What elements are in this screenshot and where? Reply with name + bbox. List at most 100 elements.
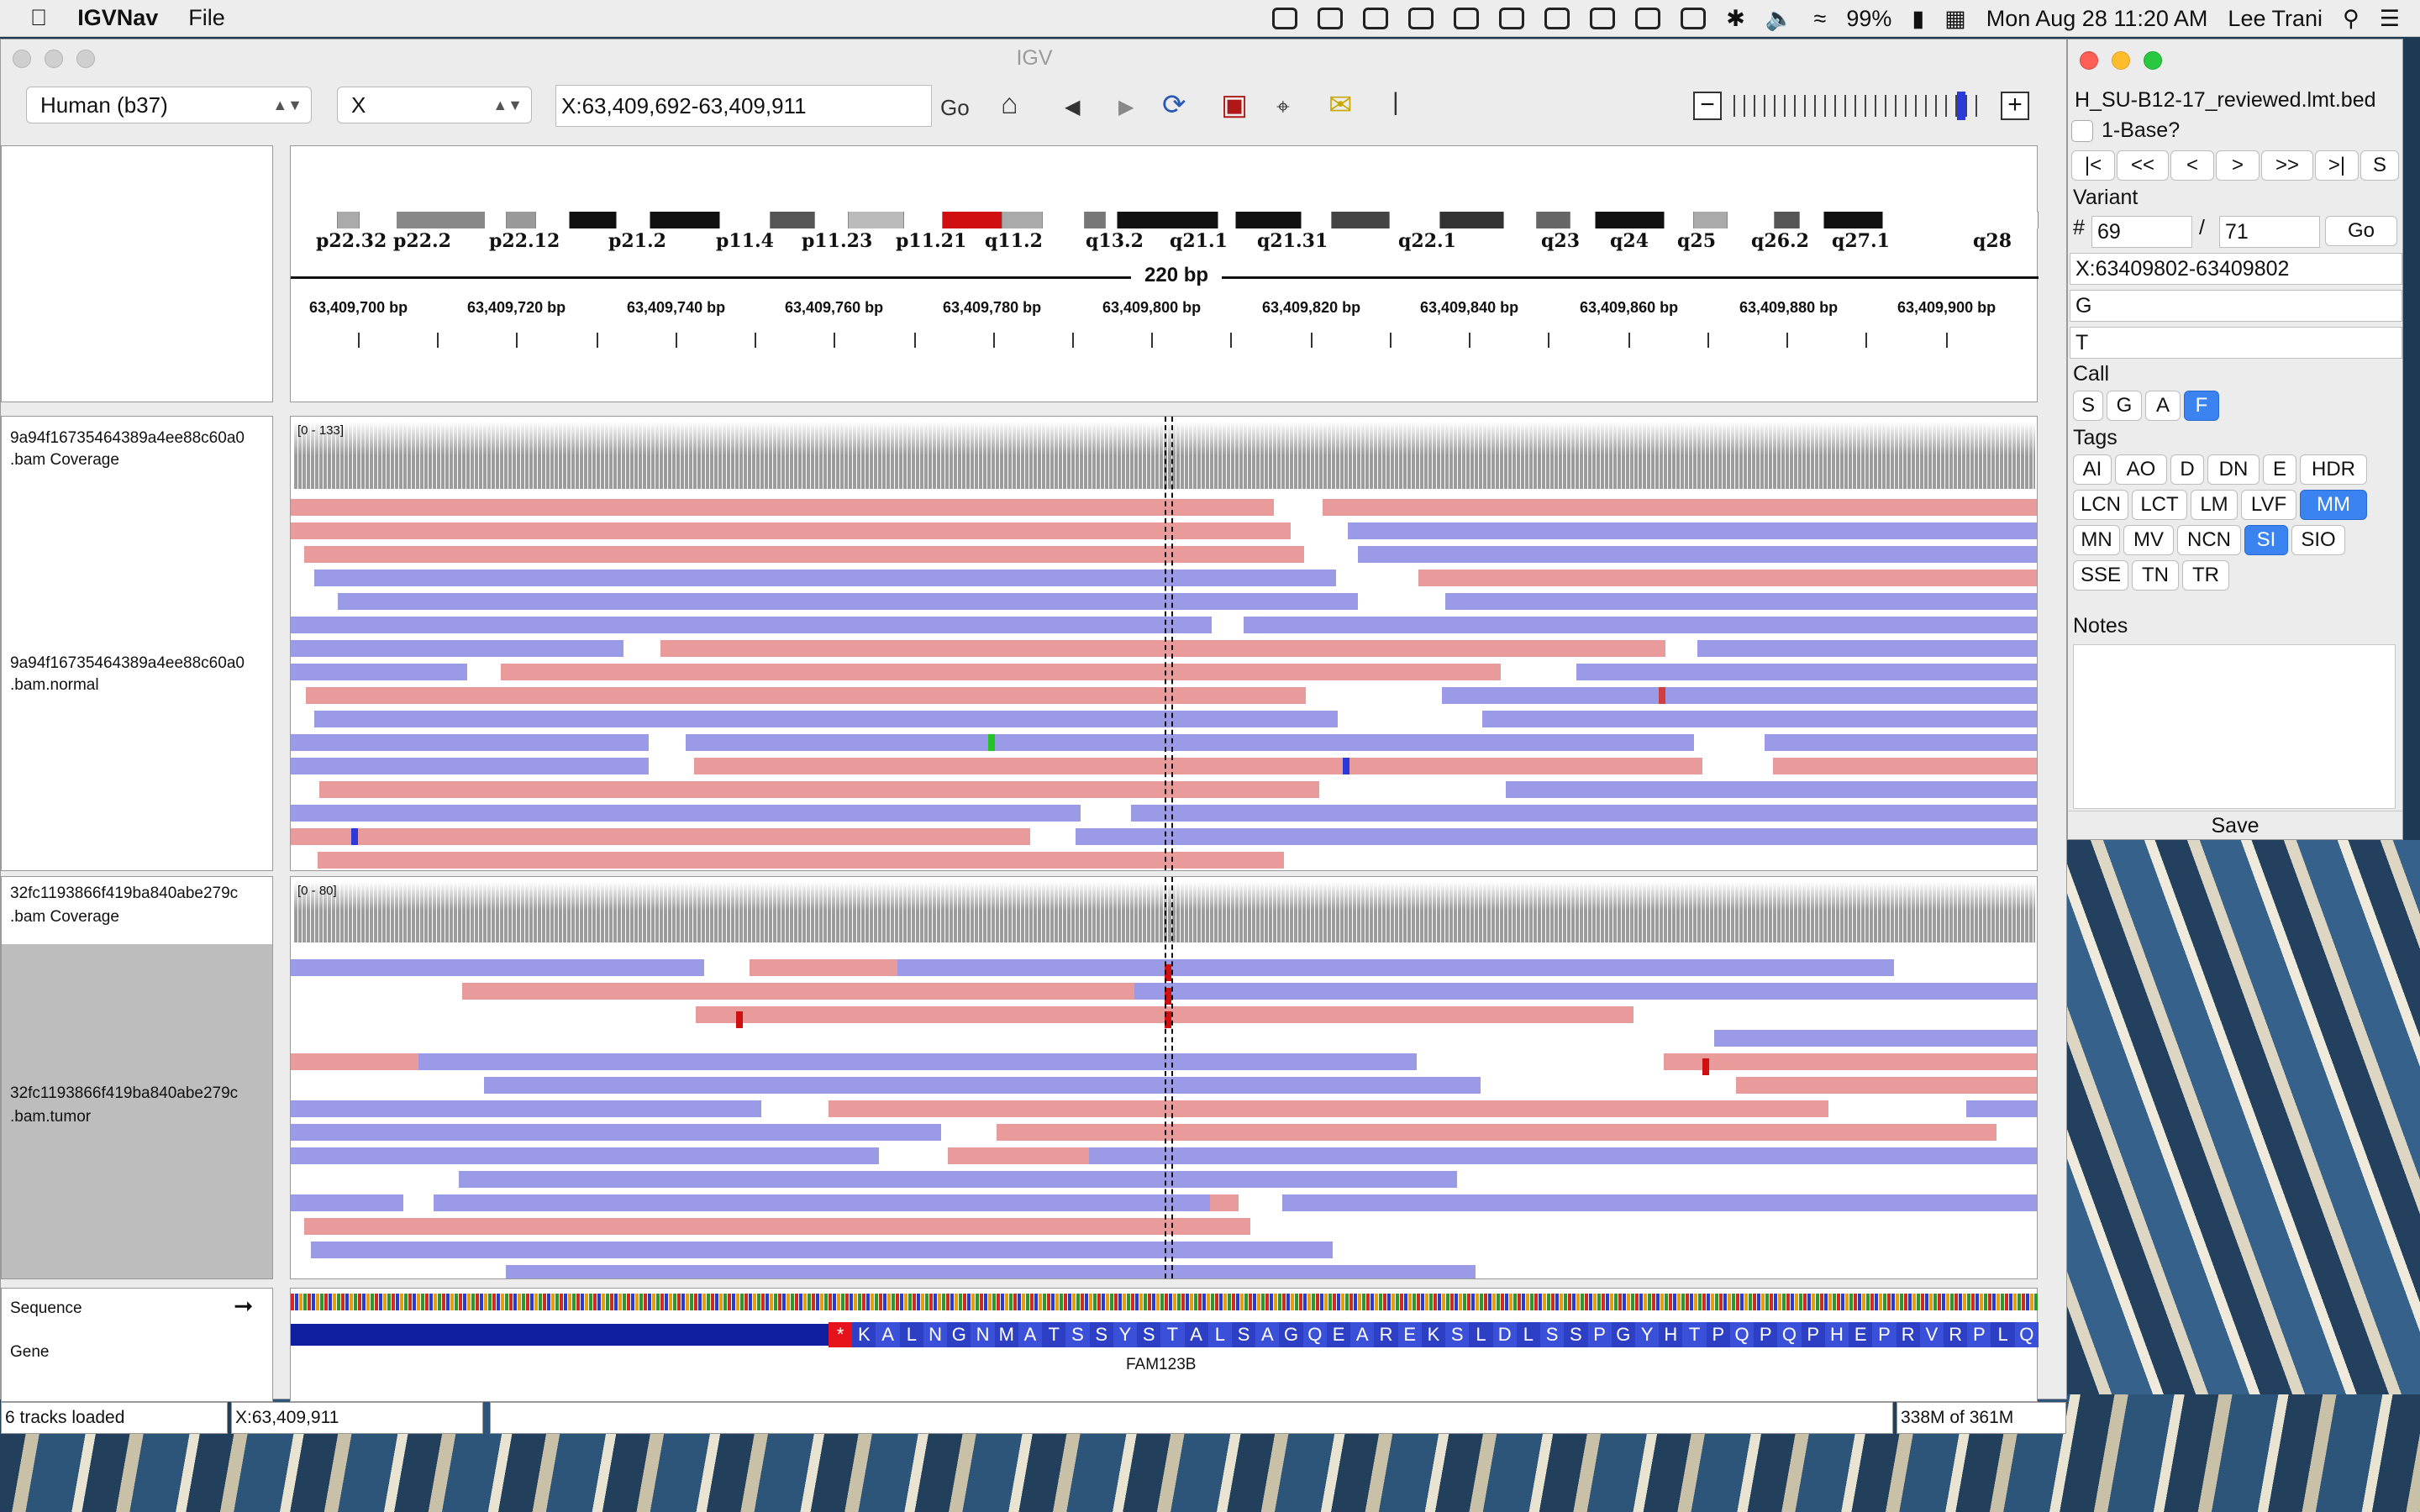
search-icon[interactable]: ⚲	[2343, 5, 2360, 31]
aligned-read[interactable]	[291, 805, 1081, 822]
zoom-in-icon[interactable]: +	[2001, 92, 2029, 120]
zoom-slider-thumb[interactable]	[1957, 92, 1965, 120]
aligned-read[interactable]	[291, 1194, 403, 1211]
tag-e-button[interactable]: E	[2263, 454, 2296, 485]
tag-lvf-button[interactable]: LVF	[2241, 490, 2296, 520]
app-menu[interactable]: IGVNav	[60, 5, 158, 30]
save-button[interactable]: Save	[2068, 811, 2402, 839]
zoom-ticks[interactable]	[1733, 95, 1986, 117]
status-icon[interactable]	[1318, 8, 1344, 29]
call-ambiguous-button[interactable]: A	[2145, 391, 2181, 421]
aligned-read[interactable]	[1966, 1100, 2037, 1117]
tag-mn-button[interactable]: MN	[2073, 525, 2120, 555]
refresh-icon[interactable]: ⟳	[1162, 89, 1186, 121]
track-name[interactable]: 9a94f16735464389a4ee88c60a0	[10, 654, 245, 672]
aligned-read[interactable]	[1714, 1030, 2037, 1047]
aligned-read[interactable]	[1244, 617, 2037, 633]
current-variant-input[interactable]: 69	[2091, 216, 2192, 248]
gene-name[interactable]: FAM123B	[1126, 1356, 1197, 1373]
track-name[interactable]: 9a94f16735464389a4ee88c60a0	[10, 429, 245, 447]
aligned-read[interactable]	[1765, 734, 2037, 751]
popup-text-icon[interactable]: ✉	[1328, 89, 1353, 121]
aligned-read[interactable]	[1736, 1077, 2037, 1094]
aligned-read[interactable]	[314, 711, 1338, 727]
bluetooth-icon[interactable]: ✱	[1726, 5, 1745, 31]
aligned-read[interactable]	[750, 959, 897, 976]
aligned-read[interactable]	[291, 640, 623, 657]
tag-hdr-button[interactable]: HDR	[2300, 454, 2367, 485]
track-name[interactable]: .bam Coverage	[10, 451, 119, 469]
aligned-read[interactable]	[1506, 781, 2037, 798]
dropbox-icon[interactable]	[1363, 8, 1389, 29]
aligned-read[interactable]	[291, 522, 1291, 539]
tag-ao-button[interactable]: AO	[2115, 454, 2167, 485]
zoom-out-icon[interactable]: −	[1693, 92, 1722, 120]
aligned-read[interactable]	[462, 983, 1134, 1000]
aligned-read[interactable]	[291, 499, 1274, 516]
airplay-icon[interactable]	[1681, 8, 1707, 29]
battery-icon[interactable]: ▮	[1912, 5, 1925, 31]
notification-center-icon[interactable]: ☰	[2379, 5, 2400, 31]
go-button[interactable]: Go	[2325, 216, 2397, 246]
chromosome-ideogram[interactable]	[291, 212, 2039, 228]
battery-percent[interactable]: 99%	[1846, 5, 1892, 31]
tag-sse-button[interactable]: SSE	[2073, 560, 2128, 591]
aligned-read[interactable]	[1076, 828, 2037, 845]
genome-select[interactable]: Human (b37) ▲▼	[26, 87, 312, 123]
tag-lct-button[interactable]: LCT	[2132, 490, 2187, 520]
variant-position-field[interactable]: X:63409802-63409802	[2070, 253, 2402, 285]
aligned-read[interactable]	[1089, 1147, 2037, 1164]
aligned-read[interactable]	[484, 1077, 1481, 1094]
next-variant-button[interactable]: >	[2216, 150, 2260, 181]
tag-lm-button[interactable]: LM	[2191, 490, 2238, 520]
close-window-button[interactable]	[2080, 51, 2098, 70]
status-icon[interactable]	[1272, 8, 1298, 29]
one-base-checkbox[interactable]	[2071, 120, 2093, 142]
tag-d-button[interactable]: D	[2170, 454, 2204, 485]
aligned-read[interactable]	[1697, 640, 2037, 657]
clock[interactable]: Mon Aug 28 11:20 AM	[1986, 5, 2208, 31]
close-window-button[interactable]	[13, 50, 31, 68]
aligned-read[interactable]	[1442, 687, 2037, 704]
aligned-read[interactable]	[506, 1265, 1476, 1278]
aligned-read[interactable]	[291, 1124, 941, 1141]
region-of-interest-icon[interactable]: ▣	[1221, 89, 1249, 121]
aligned-read[interactable]	[304, 546, 1304, 563]
tag-tn-button[interactable]: TN	[2132, 560, 2179, 591]
aligned-read[interactable]	[686, 734, 1694, 751]
notes-textarea[interactable]	[2073, 644, 2396, 809]
volume-icon[interactable]: 🔈	[1765, 6, 1794, 31]
aligned-read[interactable]	[418, 1053, 1417, 1070]
call-somatic-button[interactable]: S	[2073, 391, 2103, 421]
tumor-alignment-panel[interactable]: [0 - 80]	[290, 876, 2038, 1279]
last-variant-button[interactable]: >|	[2315, 150, 2359, 181]
aligned-read[interactable]	[1445, 593, 2037, 610]
tag-si-button[interactable]: SI	[2244, 525, 2288, 555]
tag-dn-button[interactable]: DN	[2207, 454, 2260, 485]
aligned-read[interactable]	[1131, 805, 2037, 822]
zoom-window-button[interactable]	[76, 50, 95, 68]
strand-arrow-icon[interactable]: ➞	[234, 1293, 254, 1319]
aligned-read[interactable]	[291, 758, 649, 774]
tag-mm-button[interactable]: MM	[2300, 490, 2367, 520]
track-name[interactable]: 32fc1193866f419ba840abe279c	[10, 1084, 239, 1102]
aligned-read[interactable]	[1358, 546, 2037, 563]
apple-icon[interactable]: 	[30, 5, 47, 31]
call-fail-button[interactable]: F	[2184, 391, 2219, 421]
track-name[interactable]: 32fc1193866f419ba840abe279c	[10, 885, 239, 902]
tag-ncn-button[interactable]: NCN	[2177, 525, 2241, 555]
reference-allele-field[interactable]: G	[2070, 290, 2402, 322]
aligned-read[interactable]	[997, 1124, 1996, 1141]
aligned-read[interactable]	[306, 687, 1306, 704]
home-icon[interactable]: ⌂	[1001, 88, 1018, 120]
save-shortcut-button[interactable]: S	[2360, 150, 2399, 181]
tag-sio-button[interactable]: SIO	[2291, 525, 2345, 555]
aligned-read[interactable]	[1664, 1053, 2037, 1070]
calendar-icon[interactable]: ▦	[1944, 5, 1966, 31]
aligned-read[interactable]	[1482, 711, 2037, 727]
aligned-read[interactable]	[291, 1147, 879, 1164]
aligned-read[interactable]	[1210, 1194, 1239, 1211]
track-name[interactable]: .bam.tumor	[10, 1108, 92, 1126]
locus-input[interactable]: X:63,409,692-63,409,911	[555, 85, 932, 127]
tag-lcn-button[interactable]: LCN	[2073, 490, 2128, 520]
